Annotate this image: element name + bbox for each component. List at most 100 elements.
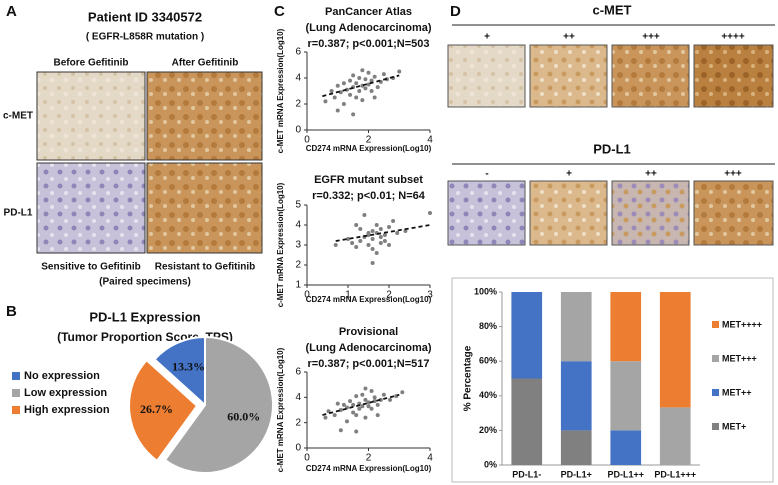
data-point	[357, 401, 362, 406]
y-tick-label: 40%	[479, 390, 497, 400]
data-point	[341, 402, 346, 407]
data-point	[348, 78, 353, 83]
data-point	[360, 98, 365, 103]
data-point	[323, 99, 328, 104]
data-point	[366, 404, 371, 409]
data-point	[351, 402, 356, 407]
data-point	[378, 235, 383, 239]
y-tick-label: 60%	[479, 356, 497, 366]
chart-frame	[451, 277, 774, 483]
bar-segment	[659, 292, 691, 408]
grade-label: +++	[724, 169, 742, 180]
data-point	[358, 227, 363, 231]
x-tick-label: 2	[366, 453, 372, 464]
data-point	[354, 429, 359, 434]
data-point	[369, 389, 374, 393]
y-tick-label: 4	[295, 220, 301, 231]
data-point	[378, 241, 383, 245]
data-point	[360, 404, 365, 409]
data-point	[332, 413, 337, 418]
data-point	[354, 95, 359, 100]
data-point	[344, 419, 349, 424]
legend-label: MET+++	[722, 353, 757, 363]
x-axis-label: CD274 mRNA Expression(Log10)	[306, 464, 432, 473]
bar-segment	[511, 378, 543, 465]
data-point	[354, 245, 359, 249]
grade-label: -	[485, 169, 488, 180]
data-point	[366, 231, 371, 235]
x-tick-label: 2	[366, 135, 372, 146]
annotation: r=0.387; p<0.001;N=517	[307, 358, 429, 370]
data-point	[381, 72, 386, 77]
data-point	[369, 89, 374, 93]
legend-label: No expression	[24, 370, 100, 382]
bar-segment	[560, 430, 592, 465]
data-point	[378, 227, 383, 231]
legend-label: MET++++	[722, 319, 762, 329]
trend-line	[322, 74, 400, 98]
data-point	[338, 90, 343, 95]
micrograph	[529, 180, 608, 246]
x-tick-label: 0	[304, 453, 310, 464]
data-point	[350, 241, 355, 245]
data-point	[395, 231, 400, 235]
annotation: r=0.332; p<0.01; N=64	[312, 190, 426, 202]
x-axis-label: CD274 mRNA Expression(Log10)	[306, 144, 432, 153]
data-point	[366, 243, 371, 247]
data-point	[391, 219, 396, 223]
y-tick-label: 6	[295, 47, 301, 58]
legend-swatch	[12, 406, 20, 414]
pie-slice	[128, 358, 199, 463]
data-point	[400, 390, 405, 395]
data-point	[329, 89, 334, 93]
data-point	[363, 77, 368, 82]
y-tick-label: 0%	[484, 459, 497, 469]
legend-swatch	[712, 423, 719, 430]
data-point	[354, 394, 359, 399]
panel-label: C	[274, 3, 285, 20]
legend-label: MET++	[722, 387, 752, 397]
data-point	[348, 399, 353, 404]
bar-segment	[610, 292, 642, 362]
data-point	[354, 223, 359, 227]
y-tick-label: 5	[295, 200, 301, 211]
bar-segment	[560, 292, 592, 362]
data-point	[335, 108, 340, 113]
data-point	[341, 81, 346, 86]
data-point	[370, 229, 375, 233]
x-tick-label: PD-L1++	[607, 469, 644, 479]
data-point	[366, 70, 371, 75]
grade-label: ++	[563, 32, 575, 43]
bar-segment	[511, 292, 543, 379]
micrograph	[146, 71, 263, 161]
data-point	[366, 82, 371, 87]
data-point	[388, 397, 393, 402]
data-point	[348, 92, 353, 97]
section-title: PD-L1	[593, 141, 631, 156]
y-tick-label: 0	[295, 125, 301, 136]
data-point	[375, 413, 380, 418]
pie-slice	[163, 335, 274, 474]
chart-title: EGFR mutant subset	[314, 174, 423, 186]
micrograph	[529, 44, 608, 108]
data-point	[351, 410, 356, 415]
x-tick-label: 0	[304, 135, 310, 146]
legend-label: High expression	[24, 404, 110, 416]
y-tick-label: 2	[295, 99, 301, 110]
micrograph	[447, 44, 526, 108]
y-axis-label: c-MET mRNA Expression(Log10)	[276, 182, 285, 307]
data-point	[360, 392, 365, 397]
caption-note: (Paired specimens)	[99, 277, 191, 288]
micrograph	[693, 44, 774, 108]
data-point	[351, 112, 356, 117]
micrograph	[146, 162, 263, 254]
data-point	[338, 428, 343, 433]
trend-line	[322, 393, 400, 416]
data-point	[332, 95, 337, 100]
x-tick-label: 2	[386, 290, 392, 301]
row-label: c-MET	[3, 111, 33, 122]
grade-label: +	[566, 169, 572, 180]
y-tick-label: 2	[295, 417, 301, 428]
data-point	[323, 415, 328, 420]
